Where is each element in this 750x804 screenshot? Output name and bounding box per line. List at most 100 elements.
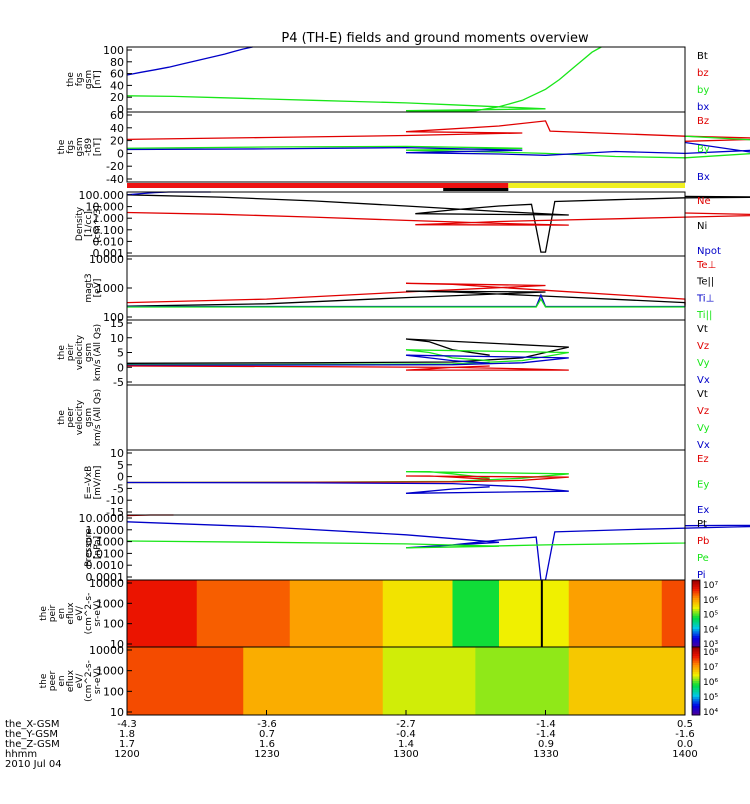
mode-bar-seg-0 <box>127 183 508 188</box>
ytick-label-4: -20 <box>106 160 124 173</box>
series-fgs_gsm-bx <box>127 47 253 75</box>
series-fgs_gsm-by <box>127 47 601 111</box>
x-val-3-2: 1300 <box>393 749 418 760</box>
legend-peir_velocity-3: Vx <box>697 375 710 386</box>
heatmap-cells-peer_spectrogram <box>127 647 709 715</box>
legend-temperature-2: Ti⊥ <box>696 293 714 304</box>
series-fgs_gsm_ts89-By <box>127 136 750 158</box>
legend-peer_velocity-3: Vx <box>697 440 710 451</box>
ytick-label-0: 15 <box>110 317 124 330</box>
heatmap-band-9 <box>569 580 663 647</box>
legend-fgs_gsm-2: by <box>697 85 709 96</box>
series-temperature-Te <box>127 283 685 304</box>
ytick-label-3: 10 <box>110 706 124 719</box>
panel-pressure: 10.00001.00000.10000.01000.00100.0001Pre… <box>79 512 750 584</box>
ytick-label-0: 60 <box>110 109 124 122</box>
panel-frame-temperature <box>127 256 685 320</box>
ytick-label-3: 0 <box>117 147 124 160</box>
legend-temperature-3: Ti|| <box>696 310 712 321</box>
panel-frame-peer_velocity <box>127 385 685 450</box>
colorbar-label-0: 10⁸ <box>703 648 718 658</box>
legend-temperature-1: Te|| <box>696 277 714 288</box>
legend-fgs_gsm-1: bz <box>697 68 709 79</box>
ytick-label-2: 100 <box>103 685 124 698</box>
legend-fgs_gsm_ts89-0: Bz <box>697 116 709 127</box>
heatmap-band-6 <box>569 647 709 715</box>
series-peir_velocity-Vz <box>127 366 569 370</box>
ylabel-line-1: [nPa] <box>93 536 103 559</box>
legend-pressure-0: Pt <box>697 519 707 530</box>
legend-peer_velocity-1: Vz <box>697 406 709 417</box>
legend-e_field-0: Ez <box>697 454 709 465</box>
ytick-label-0: 10000 <box>89 577 124 590</box>
ylabel-line-4: [nT] <box>93 138 103 156</box>
series-fgs_gsm_ts89-Bz <box>127 121 750 141</box>
ytick-label-1: 40 <box>110 122 124 135</box>
colorbar-label-4: 10⁴ <box>703 708 718 718</box>
ylabel-line-2: [cm^-3] <box>93 205 103 242</box>
ytick-label-2: 20 <box>110 135 124 148</box>
x-val-3-3: 1330 <box>533 749 558 760</box>
legend-fgs_gsm_ts89-2: Bx <box>697 172 710 183</box>
ytick-label-4: -5 <box>113 376 124 389</box>
ylabel-line-4: km/s (All Qs) <box>93 324 103 381</box>
ylabel-line-1: [eV] <box>93 279 103 298</box>
legend-fgs_gsm-0: Bt <box>697 51 708 62</box>
heatmap-band-8 <box>499 580 569 647</box>
ytick-label-0: 10000 <box>89 644 124 657</box>
ylabel-temperature: magt3[eV] <box>84 273 103 302</box>
heatmap-band-7 <box>453 580 500 647</box>
legend-e_field-1: Ey <box>697 480 709 491</box>
legend-fgs_gsm-3: bx <box>697 102 709 113</box>
series-fgs_gsm_ts89-Bx <box>127 143 750 163</box>
ytick-label-2: 5 <box>117 347 124 360</box>
plot-title: P4 (TH-E) fields and ground moments over… <box>281 31 589 46</box>
panel-frame-peir_velocity <box>127 320 685 385</box>
heatmap-cells-peir_spectrogram <box>127 580 750 647</box>
ylabel-e_field: E=-VxB[mV/m] <box>84 466 103 500</box>
mode-bar-seg-1 <box>508 183 685 188</box>
ylabel-line-6: sr-eV) <box>93 668 103 694</box>
legend-density-0: Ne <box>697 196 711 207</box>
colorbar-label-2: 10⁶ <box>703 678 718 688</box>
heatmap-band-1 <box>197 580 291 647</box>
ytick-label-5: -40 <box>106 173 124 186</box>
legend-peir_velocity-2: Vy <box>697 358 710 369</box>
colorbar-label-0: 10⁷ <box>703 581 718 591</box>
ylabel-line-6: sr-eV) <box>93 600 103 626</box>
colorbar-label-2: 10⁵ <box>703 611 718 621</box>
legend-fgs_gsm_ts89-1: By <box>697 144 710 155</box>
ylabel-line-1: [mV/m] <box>93 466 103 500</box>
ytick-label-3: 0 <box>117 361 124 374</box>
ytick-label-2: 100 <box>103 618 124 631</box>
heatmap-band-1 <box>243 647 383 715</box>
series-e_field-Ex <box>127 483 569 494</box>
heatmap-band-0 <box>127 647 244 715</box>
colorbar-label-3: 10⁴ <box>703 625 718 635</box>
ylabel-line-3: [nT] <box>93 70 103 88</box>
legend-peir_velocity-1: Vz <box>697 341 709 352</box>
legend-peer_velocity-0: Vt <box>697 389 708 400</box>
ytick-label-0: 10000 <box>89 253 124 266</box>
legend-peir_velocity-0: Vt <box>697 324 708 335</box>
heatmap-band-0 <box>127 580 197 647</box>
heatmap-band-5 <box>476 647 570 715</box>
legend-pressure-1: Pb <box>697 536 709 547</box>
heatmap-band-2 <box>383 647 477 715</box>
